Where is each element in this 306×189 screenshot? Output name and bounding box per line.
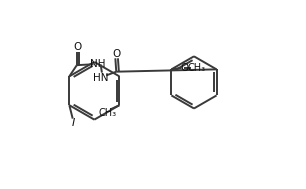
Text: O: O	[113, 49, 121, 59]
Text: CH₃: CH₃	[187, 63, 205, 73]
Text: NH: NH	[90, 59, 105, 69]
Text: I: I	[71, 118, 75, 128]
Text: CH₃: CH₃	[98, 108, 116, 118]
Text: O: O	[181, 63, 189, 73]
Text: O: O	[73, 42, 81, 52]
Text: HN: HN	[93, 73, 109, 83]
